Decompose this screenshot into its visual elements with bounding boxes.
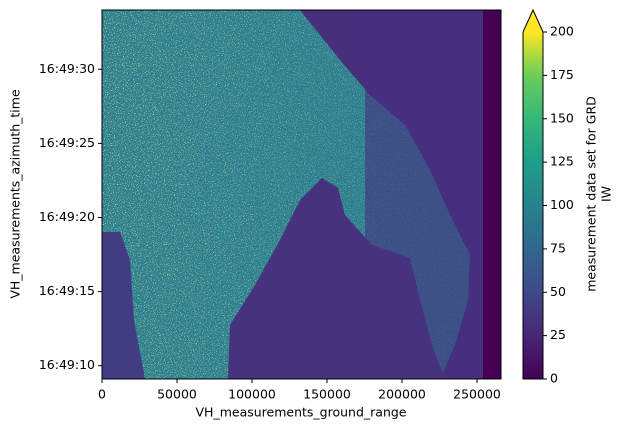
bay [228,178,445,379]
colorbar-tick-label: 150 [550,110,574,125]
colorbar-tick-label: 0 [550,371,558,386]
colorbar-tick-label: 125 [550,154,574,169]
y-tick-label: 16:49:15 [39,283,95,298]
colorbar-tick-label: 100 [550,197,574,212]
colorbar-tick-label: 200 [550,24,574,39]
plot-frame [101,9,502,380]
y-tick-label: 16:49:10 [39,357,95,372]
y-tick-label: 16:49:30 [39,61,95,76]
no-data [483,10,501,379]
image [102,10,501,379]
colorbar-extend [522,8,544,33]
x-tick-label: 100000 [228,387,276,402]
colorbar [523,32,543,379]
colorbar-label: measurement data set for GRD [584,96,599,292]
colorbar-tick-label: 25 [550,327,566,342]
x-tick-label: 150000 [303,387,351,402]
x-tick-label: 200000 [378,387,426,402]
x-tick-label: 0 [98,387,106,402]
x-axis-label: VH_measurements_ground_range [196,405,407,420]
colorbar-tick-label: 175 [550,67,574,82]
y-tick-label: 16:49:20 [39,209,95,224]
x-tick-label: 250000 [453,387,501,402]
colorbar-label: IW [599,186,614,202]
sea [102,232,145,379]
colorbar-tick-label: 50 [550,284,566,299]
colorbar-tick-label: 75 [550,240,566,255]
x-tick-label: 50000 [157,387,197,402]
y-tick-label: 16:49:25 [39,135,95,150]
y-axis-label: VH_measurements_azimuth_time [8,89,23,299]
